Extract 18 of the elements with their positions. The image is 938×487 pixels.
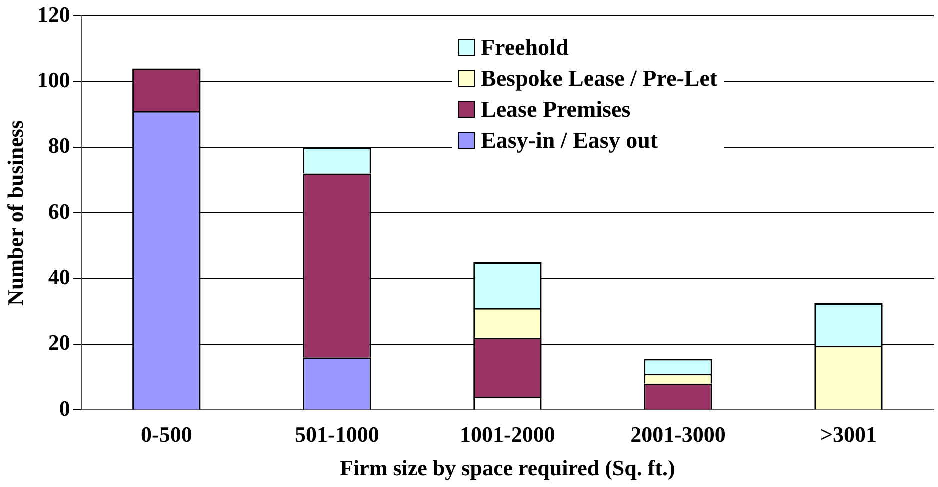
y-tick-label: 40 <box>48 264 70 290</box>
y-tick-label: 80 <box>48 133 70 158</box>
legend-label: Freehold <box>481 34 569 62</box>
y-tick-label: 120 <box>37 2 70 27</box>
x-axis-title: Firm size by space required (Sq. ft.) <box>340 455 676 480</box>
x-tick-label: 501-1000 <box>295 422 380 448</box>
y-axis-title: Number of business <box>2 120 28 306</box>
y-tick-label: 20 <box>48 330 70 356</box>
x-tick-label: 0-500 <box>140 422 192 448</box>
x-tick-label: 2001-3000 <box>630 422 726 448</box>
x-tick-label: >3001 <box>820 422 878 448</box>
y-tick-label: 100 <box>37 68 70 93</box>
y-tick-label: 60 <box>48 198 70 224</box>
legend-label: Easy-in / Easy out <box>481 127 658 155</box>
x-tick-label: 1001-2000 <box>460 422 556 448</box>
legend-label: Lease Premises <box>481 96 631 124</box>
legend-label: Bespoke Lease / Pre-Let <box>481 65 718 93</box>
y-tick-label: 0 <box>59 396 70 421</box>
